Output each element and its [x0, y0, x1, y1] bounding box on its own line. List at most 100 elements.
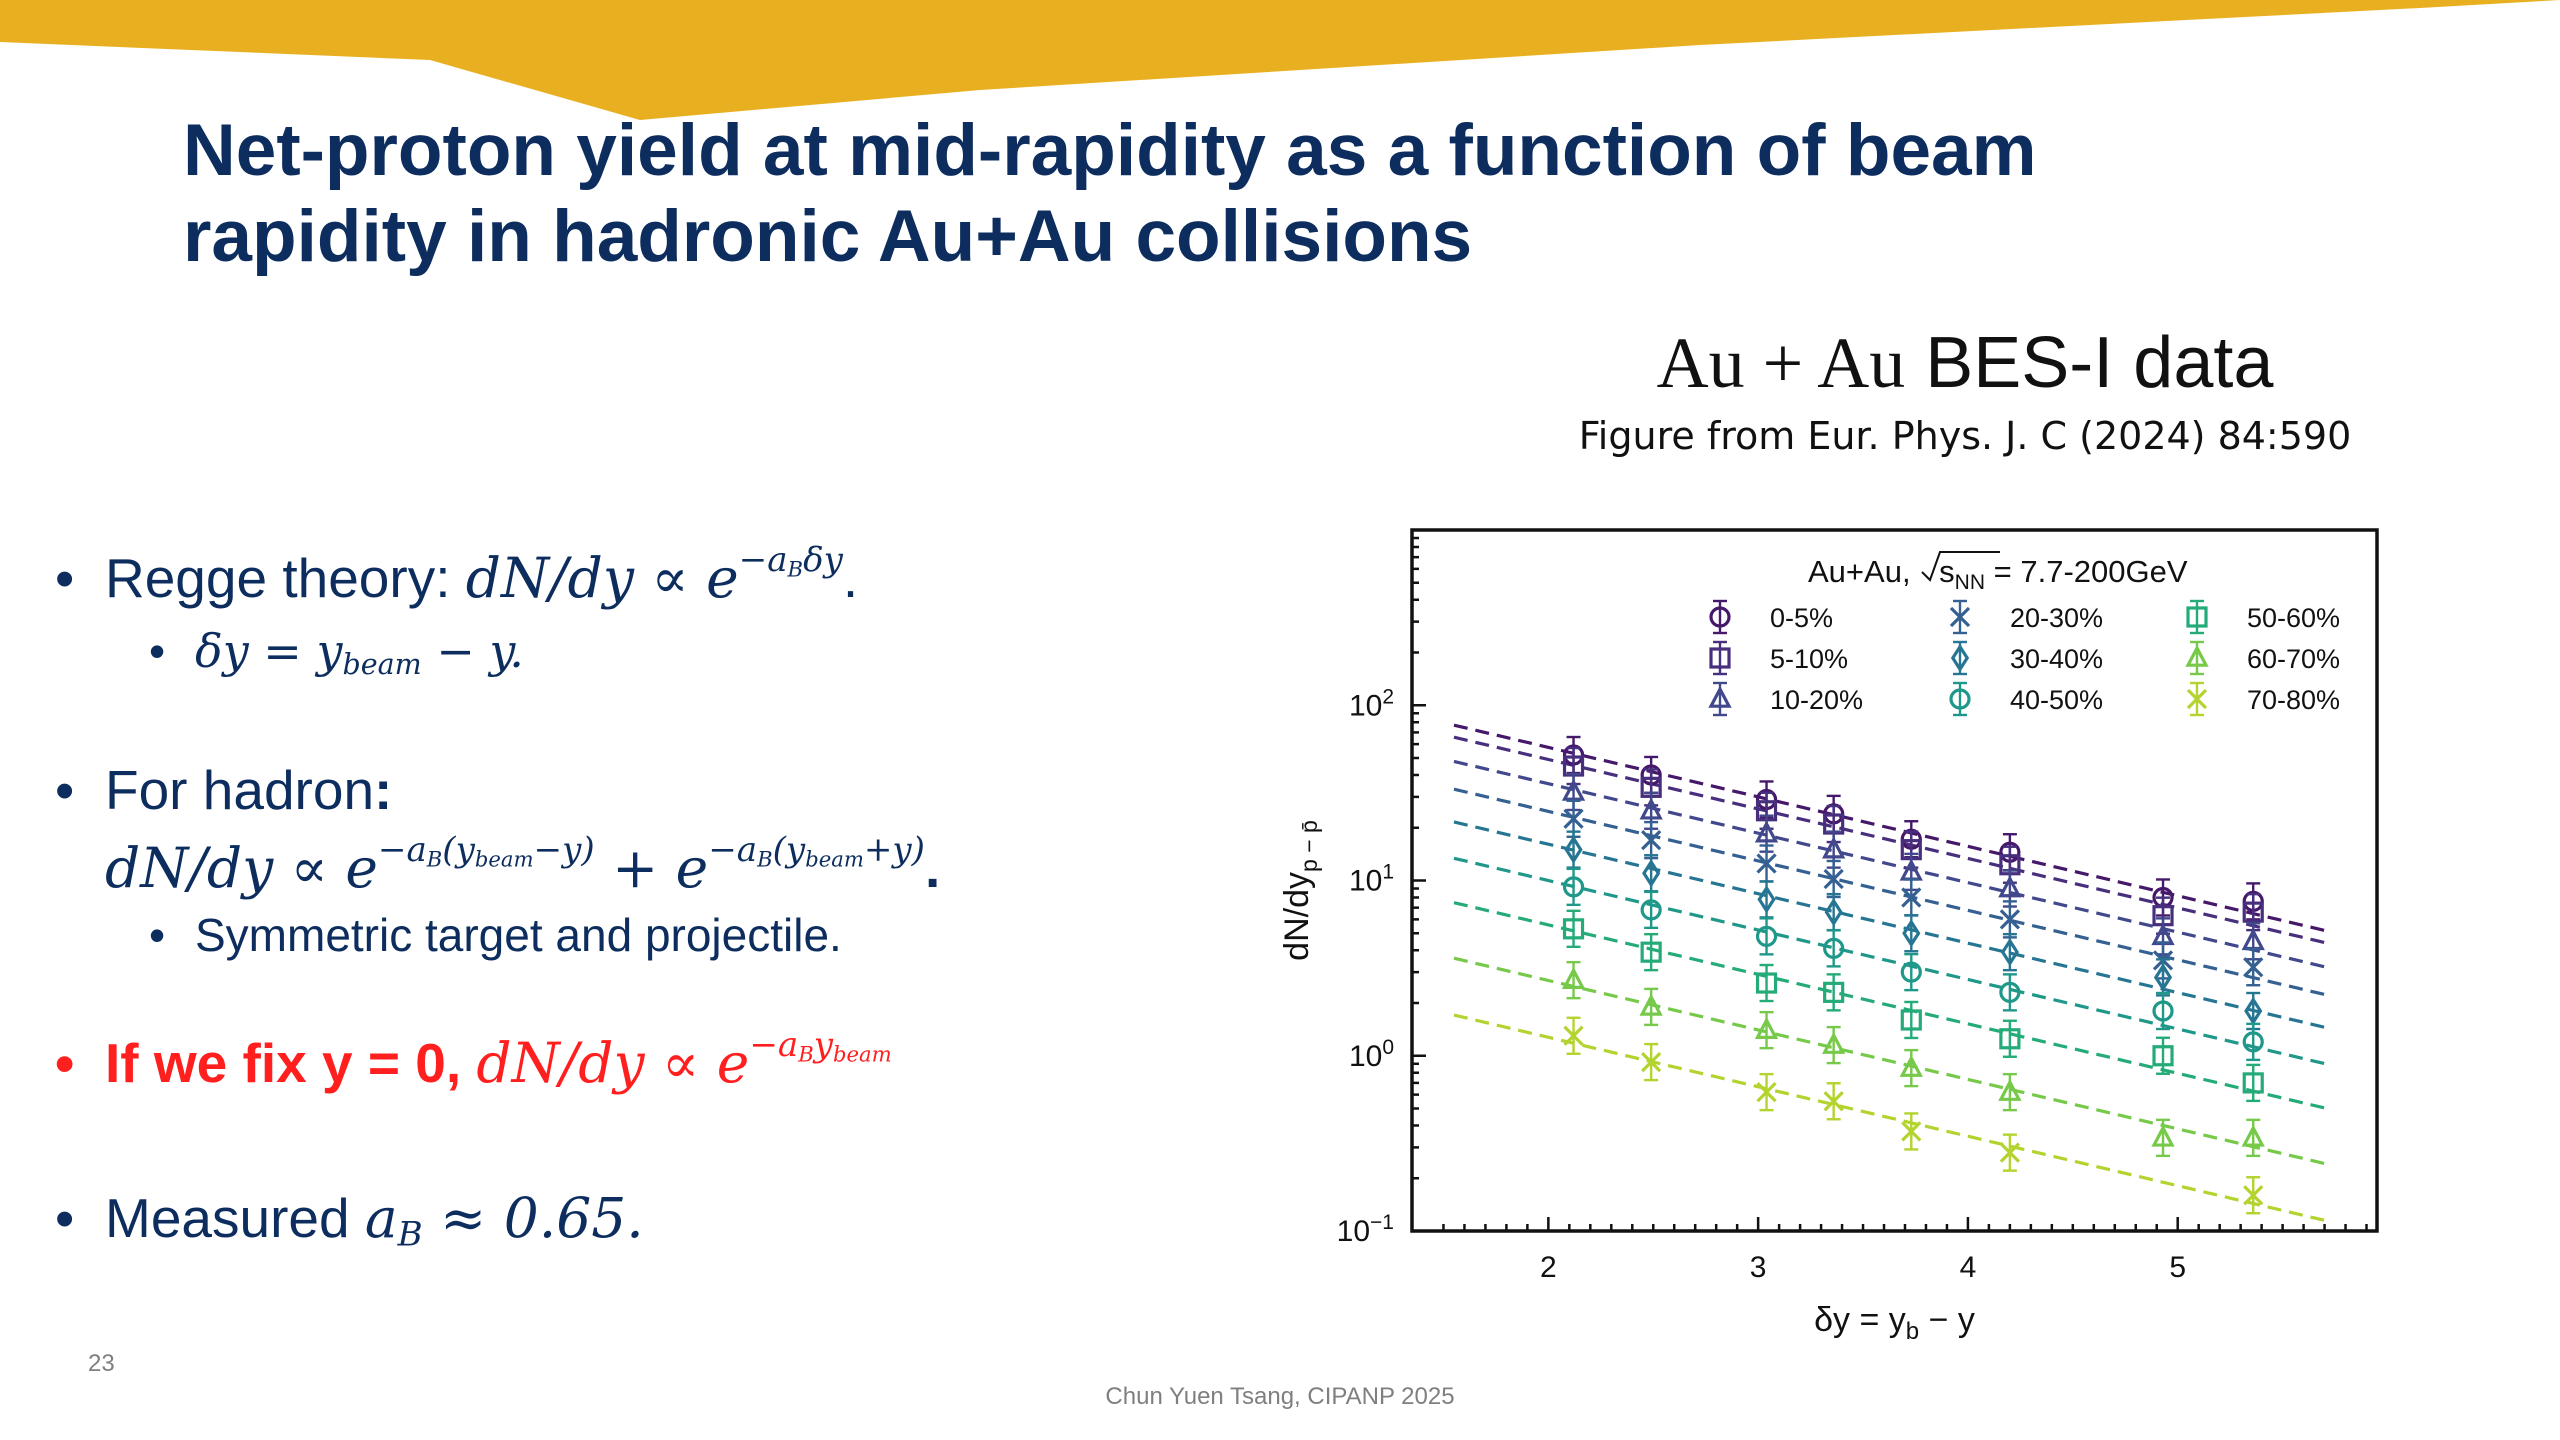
legend-marker [1949, 606, 1971, 628]
data-point [1824, 897, 1843, 927]
bullet-fix-y: • If we fix y = 0, dN/dy ∝ e−aBybeam [55, 1028, 892, 1096]
data-point [1639, 797, 1663, 820]
legend-entry: 70-80% [2247, 685, 2340, 715]
series-5 [1562, 867, 2264, 1062]
data-point [1999, 1028, 2021, 1050]
data-point [1899, 1054, 1923, 1077]
data-point [2242, 1072, 2264, 1094]
data-point [1562, 876, 1585, 898]
legend-entry: 50-60% [2247, 603, 2340, 633]
legend-entry: 40-50% [2010, 685, 2103, 715]
data-point [1902, 919, 1921, 948]
data-point [1755, 925, 1778, 947]
data-point [2000, 937, 2019, 967]
data-point [1900, 961, 1922, 983]
y-tick-label: 101 [1349, 861, 1394, 898]
data-point [1754, 820, 1779, 843]
legend-marker [1949, 688, 1971, 710]
data-point [1998, 1078, 2022, 1101]
figure-source: Figure from Eur. Phys. J. C (2024) 84:59… [1578, 414, 2352, 458]
data-point [1639, 993, 1663, 1016]
fit-line-5 [1453, 856, 2330, 1067]
bullet-dot: • [55, 759, 75, 821]
series-8 [1563, 1016, 2264, 1215]
data-point [1823, 937, 1845, 959]
legend-entry: 5-10% [1770, 644, 1848, 674]
slide-title-line-2: rapidity in hadronic Au+Au collisions [183, 196, 1473, 277]
sub-bullet-delta-y: • δy = ybeam − y. [149, 623, 524, 679]
figure-header: Au + Au BES-I data Figure from Eur. Phys… [1400, 320, 2530, 460]
measured-value: aB ≈ 0.65. [364, 1186, 644, 1255]
fit-lines [1453, 723, 2330, 1223]
bullet-text: Symmetric target and projectile. [195, 909, 842, 961]
data-point [1999, 981, 2021, 1003]
data-point [1999, 909, 2021, 930]
x-tick-label: 4 [1960, 1251, 1977, 1284]
sub-bullet-symmetric: • Symmetric target and projectile. [149, 907, 842, 963]
bullet-measured: • Measured aB ≈ 0.65. [55, 1185, 644, 1255]
fit-line-2 [1453, 759, 2330, 970]
data-point [2152, 1045, 2174, 1067]
data-point [1563, 808, 1584, 829]
data-point [2243, 1185, 2264, 1206]
x-tick-label: 3 [1750, 1251, 1767, 1284]
bullet-dot: • [55, 1187, 75, 1249]
bullet-dot: • [149, 909, 166, 961]
data-point [1901, 1121, 1922, 1142]
data-point [2242, 901, 2264, 923]
legend-entry: 10-20% [1770, 685, 1863, 715]
data-point [1998, 875, 2022, 898]
data-point [1822, 1031, 1846, 1054]
figure-title-text: BES-I data [1925, 323, 2274, 403]
legend-marker [1708, 685, 1732, 708]
legend-marker [2186, 606, 2208, 628]
data-point [1640, 941, 1662, 963]
footer-credit: Chun Yuen Tsang, CIPANP 2025 [1105, 1383, 1455, 1410]
data-point [1561, 966, 1586, 989]
bullet-dot: • [149, 625, 166, 677]
bullet-for-hadron: • For hadron: [55, 759, 393, 821]
fit-line-6 [1453, 901, 2330, 1111]
data-point [1756, 853, 1777, 874]
x-tick-label: 2 [1540, 1251, 1557, 1284]
legend-marker [1709, 606, 1731, 628]
legend-entry: 30-40% [2010, 644, 2103, 674]
delta-y-definition: δy = ybeam − y. [195, 624, 524, 682]
fit-line-7 [1453, 956, 2330, 1167]
slide-title: Net-proton yield at mid-rapidity as a fu… [183, 108, 2383, 280]
legend-entry: 60-70% [2247, 644, 2340, 674]
data-points [1561, 735, 2265, 1215]
data-point [1755, 972, 1778, 994]
data-point [2242, 1031, 2264, 1053]
data-point [1754, 1016, 1779, 1039]
page-number: 23 [88, 1350, 115, 1377]
regge-equation: dN/dy ∝ e−aBδy [465, 540, 843, 610]
hadron-equation: dN/dy ∝ e−aB(ybeam−y) + e−aB(ybeam+y). [105, 830, 941, 900]
x-axis-label: δy = yb − y [1814, 1301, 1975, 1345]
header-banner [0, 0, 2560, 120]
data-point [1823, 981, 1845, 1003]
data-point [1822, 836, 1846, 859]
data-point [1640, 899, 1662, 921]
fit-line-8 [1453, 1013, 2330, 1223]
fit-line-3 [1453, 787, 2330, 998]
axes: 2 3 4 5 10−1 100 101 102 δy = yb − y dN/dyp − p̄ [1278, 536, 2368, 1345]
data-point [1564, 835, 1583, 864]
series-6 [1562, 909, 2264, 1103]
data-point [2152, 1000, 2174, 1022]
data-point [1561, 778, 1586, 801]
series-3 [1563, 799, 2264, 987]
data-point [1641, 829, 1662, 851]
legend-title: Au+Au, sNN = 7.7-200GeV [1808, 554, 2188, 594]
fit-line-1 [1453, 735, 2330, 946]
legend: Au+Au, sNN = 7.7-200GeV 0-5% 5-10% 10-20% 20… [1708, 551, 2340, 717]
data-point [1999, 1142, 2021, 1163]
bullet-regge-theory: • Regge theory: dN/dy ∝ e−aBδy. [55, 540, 859, 610]
legend-marker [1950, 643, 1970, 673]
sqrt-sign [1921, 551, 2000, 582]
data-point [1642, 859, 1661, 888]
data-point [2151, 1124, 2175, 1147]
data-point [2241, 1124, 2265, 1147]
y-tick-label: 100 [1349, 1036, 1394, 1073]
